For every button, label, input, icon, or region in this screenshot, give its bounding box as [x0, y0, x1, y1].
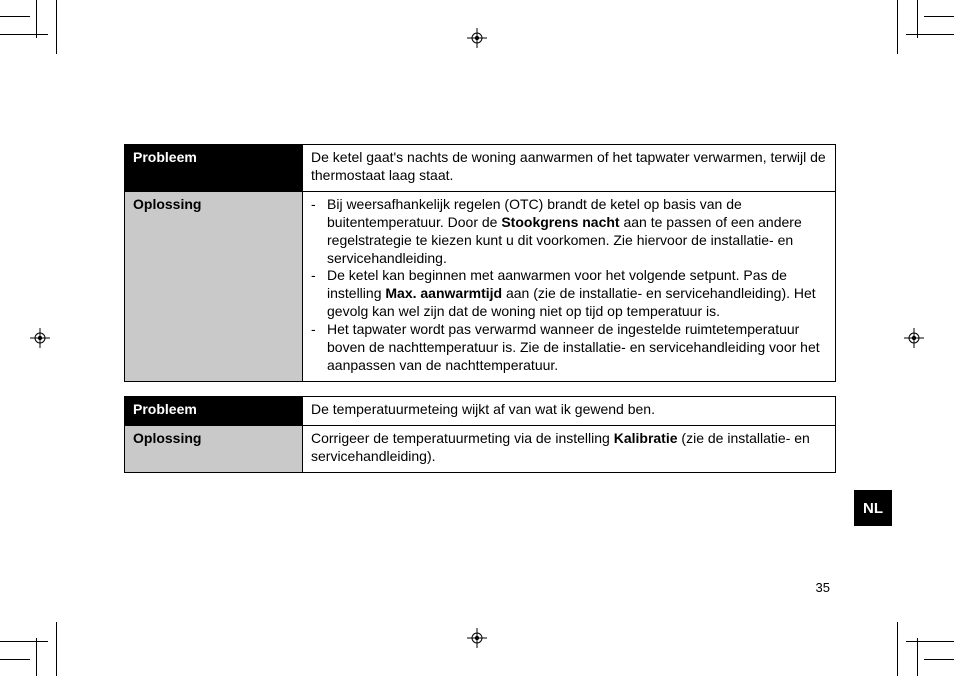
printed-page: Probleem De ketel gaat's nachts de wonin… — [0, 0, 954, 676]
table-row-solution: Oplossing Corrigeer de temperatuurmeting… — [125, 425, 836, 472]
registration-mark-icon — [30, 328, 50, 348]
crop-mark-bottom-right — [884, 606, 954, 676]
problem-text: De temperatuurmeteing wijkt af van wat i… — [303, 396, 836, 425]
table-row-solution: Oplossing Bij weersafhankelijk regelen (… — [125, 191, 836, 381]
list-item: Het tapwater wordt pas verwarmd wanneer … — [311, 321, 827, 375]
page-number: 35 — [816, 580, 830, 595]
list-item: Bij weersafhankelijk regelen (OTC) brand… — [311, 196, 827, 268]
table-row-problem: Probleem De ketel gaat's nachts de wonin… — [125, 145, 836, 192]
solution-label: Oplossing — [125, 425, 303, 472]
troubleshooting-table-1: Probleem De ketel gaat's nachts de wonin… — [124, 144, 836, 382]
solution-text: Corrigeer de temperatuurmeting via de in… — [303, 425, 836, 472]
solution-list: Bij weersafhankelijk regelen (OTC) brand… — [311, 196, 827, 375]
registration-mark-icon — [467, 28, 487, 48]
crop-mark-top-right — [884, 0, 954, 70]
problem-text: De ketel gaat's nachts de woning aanwarm… — [303, 145, 836, 192]
text-run: Corrigeer de temperatuurmeting via de in… — [311, 430, 614, 446]
bold-run: Stookgrens nacht — [501, 214, 619, 230]
crop-mark-bottom-left — [0, 606, 70, 676]
table-row-problem: Probleem De temperatuurmeteing wijkt af … — [125, 396, 836, 425]
troubleshooting-table-2: Probleem De temperatuurmeteing wijkt af … — [124, 396, 836, 473]
text-run: Het tapwater wordt pas verwarmd wanneer … — [327, 321, 820, 373]
bold-run: Kalibratie — [614, 430, 678, 446]
solution-label: Oplossing — [125, 191, 303, 381]
list-item: De ketel kan beginnen met aanwarmen voor… — [311, 267, 827, 321]
registration-mark-icon — [904, 328, 924, 348]
solution-text: Bij weersafhankelijk regelen (OTC) brand… — [303, 191, 836, 381]
registration-mark-icon — [467, 628, 487, 648]
bold-run: Max. aanwarmtijd — [385, 285, 502, 301]
crop-mark-top-left — [0, 0, 70, 70]
page-content: Probleem De ketel gaat's nachts de wonin… — [124, 144, 836, 487]
problem-label: Probleem — [125, 396, 303, 425]
problem-label: Probleem — [125, 145, 303, 192]
language-tab: NL — [854, 490, 892, 526]
